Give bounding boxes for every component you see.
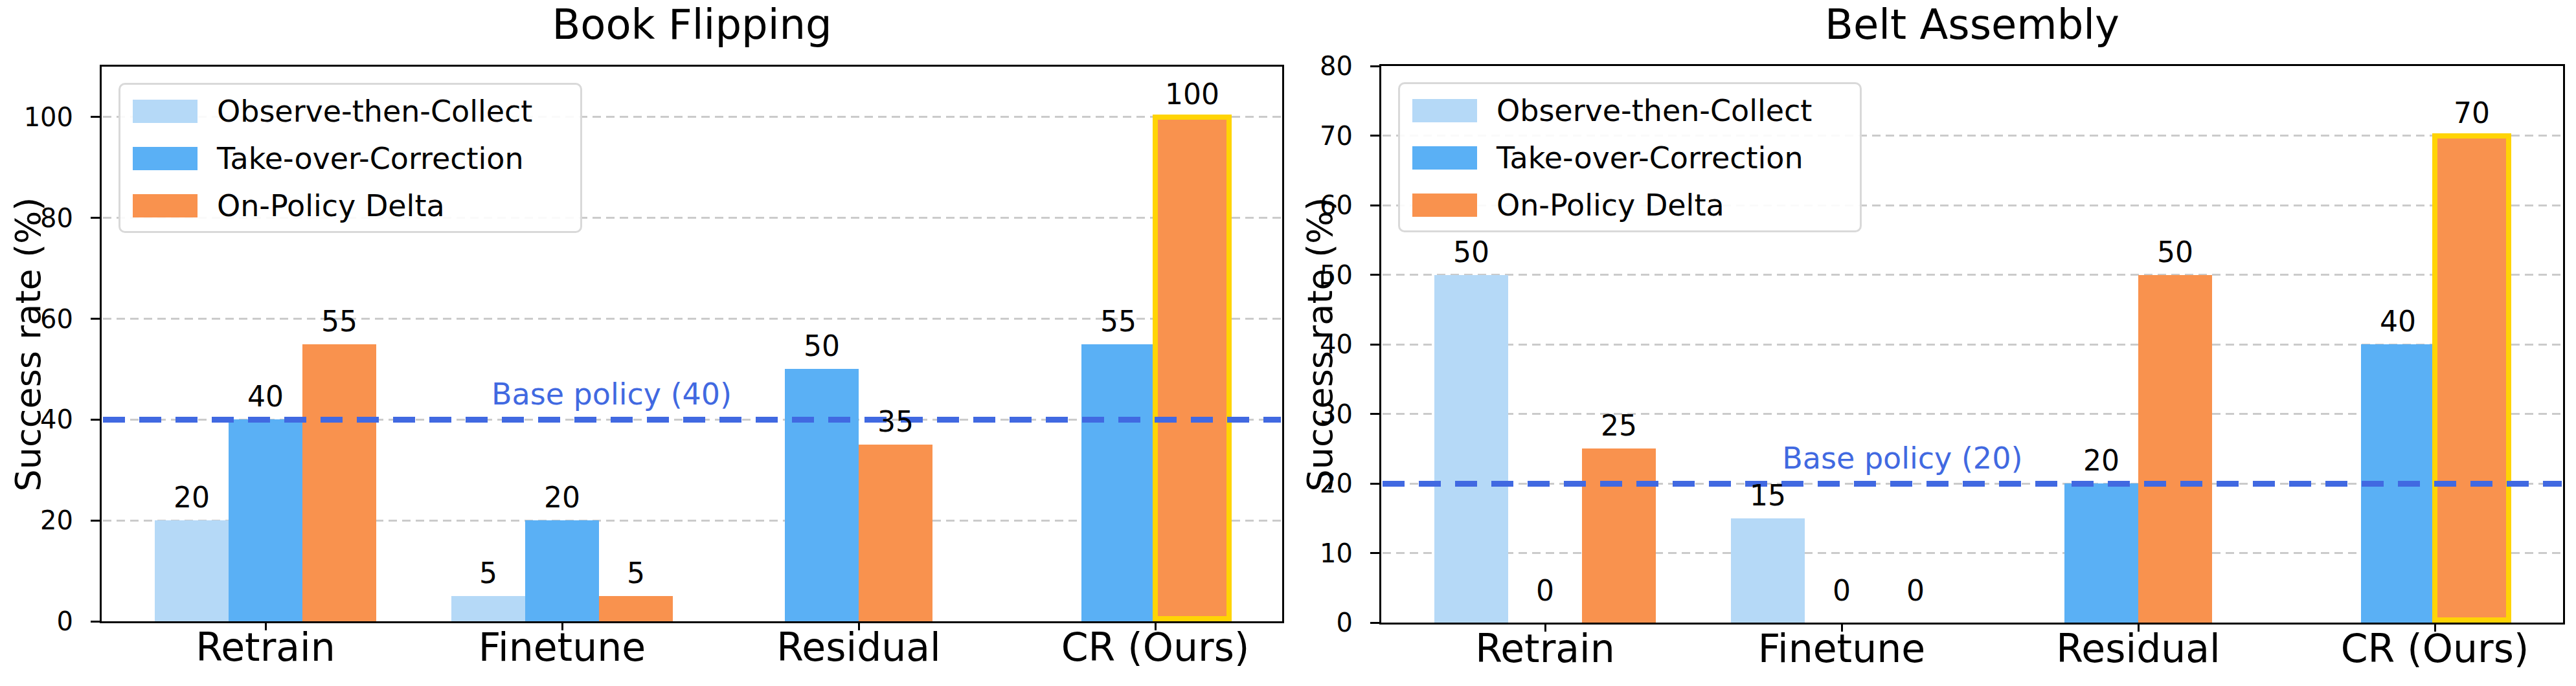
baseline-label: Base policy (40) [418,378,806,410]
bar-value-label: 25 [1554,411,1684,441]
x-category-label: Finetune [1680,628,2004,669]
bar [1434,275,1508,623]
legend-swatch [133,147,198,170]
y-tick [91,217,100,219]
bar-highlighted [2432,133,2511,623]
x-category-label: Residual [1976,628,2300,669]
legend-swatch [1412,194,1477,217]
y-tick [91,621,100,623]
bar-value-label: 50 [1407,238,1536,267]
bar-value-label: 55 [1054,307,1183,337]
bar-value-label: 40 [2333,307,2463,337]
bar-value-label: 5 [571,559,701,588]
legend-swatch [1412,146,1477,170]
y-tick-label: 50 [1223,260,1353,291]
y-tick-label: 70 [1223,120,1353,151]
legend-label: Take-over-Correction [217,142,524,175]
bar-value-label: 20 [497,483,627,513]
y-tick-label: 60 [0,304,73,335]
y-tick [91,318,100,320]
legend-label: On-Policy Delta [1497,189,1724,221]
y-axis-title: Success rate (%) [8,197,49,491]
bar-highlighted [1153,115,1232,621]
bar [1731,518,1805,623]
y-tick-label: 20 [1223,468,1353,499]
baseline [103,417,1281,423]
legend-label: Observe-then-Collect [217,95,532,127]
baseline [1383,481,2562,487]
y-tick-label: 40 [1223,329,1353,360]
bar [599,596,673,621]
y-tick [1370,622,1379,624]
x-category-label: Retrain [1383,628,1707,669]
bar-value-label: 55 [275,307,404,337]
bar [229,419,302,621]
y-tick [91,116,100,118]
legend-swatch [133,100,198,123]
legend-label: Observe-then-Collect [1497,94,1812,127]
bar [859,445,932,621]
bar [451,596,525,621]
bar-value-label: 35 [831,407,960,437]
y-tick-label: 80 [0,203,73,234]
y-tick-label: 10 [1223,538,1353,569]
bar-value-label: 5 [424,559,553,588]
y-tick [1370,552,1379,554]
bar-value-label: 70 [2407,98,2536,128]
y-tick [91,419,100,421]
bar-value-label: 20 [127,483,256,513]
y-tick-label: 60 [1223,190,1353,221]
bar-value-label: 40 [201,382,330,412]
y-tick-label: 20 [0,505,73,536]
x-category-label: Finetune [400,626,724,668]
bar [2064,483,2138,623]
y-tick-label: 40 [0,404,73,435]
y-tick-label: 80 [1223,50,1353,82]
legend-swatch [1412,99,1477,122]
x-category-label: CR (Ours) [2273,628,2576,669]
y-tick [91,520,100,522]
baseline-label: Base policy (20) [1708,442,2097,474]
bar-value-label: 50 [757,331,887,361]
bar [155,520,229,621]
bar-value-label: 50 [2110,238,2240,267]
y-tick [1370,344,1379,346]
legend-label: On-Policy Delta [217,190,445,222]
chart-title: Belt Assembly [1584,4,2361,45]
y-tick [1370,413,1379,415]
y-tick [1370,65,1379,67]
y-tick [1370,135,1379,137]
y-tick-label: 0 [0,606,73,637]
legend-swatch [133,194,198,217]
legend-label: Take-over-Correction [1497,142,1803,174]
bar [1081,344,1155,622]
y-tick [1370,483,1379,485]
y-tick [1370,274,1379,276]
y-tick [1370,205,1379,206]
bar-value-label: 15 [1703,481,1833,511]
y-tick-label: 30 [1223,399,1353,430]
bar-value-label: 0 [1480,576,1610,606]
bar-value-label: 0 [1851,576,1980,606]
chart-title: Book Flipping [304,4,1081,45]
bar-value-label: 100 [1127,80,1257,109]
y-tick-label: 100 [0,102,73,133]
y-tick-label: 0 [1223,607,1353,638]
x-category-label: Residual [697,626,1021,668]
x-category-label: Retrain [104,626,427,668]
figure: Book FlippingSuccess rate (%)02040608010… [0,0,2576,686]
gridline [1383,274,2562,276]
